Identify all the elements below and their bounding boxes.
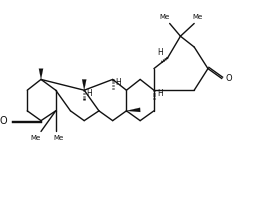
Text: H: H bbox=[157, 48, 163, 57]
Text: Me: Me bbox=[160, 14, 170, 20]
Text: H: H bbox=[86, 89, 92, 98]
Text: H: H bbox=[157, 89, 163, 98]
Polygon shape bbox=[39, 69, 43, 79]
Text: O: O bbox=[0, 116, 8, 126]
Text: Me: Me bbox=[54, 135, 64, 141]
Polygon shape bbox=[126, 108, 140, 112]
Text: O: O bbox=[226, 74, 232, 83]
Polygon shape bbox=[82, 79, 86, 90]
Text: H: H bbox=[116, 78, 121, 87]
Text: Me: Me bbox=[30, 135, 40, 141]
Text: Me: Me bbox=[192, 14, 202, 20]
